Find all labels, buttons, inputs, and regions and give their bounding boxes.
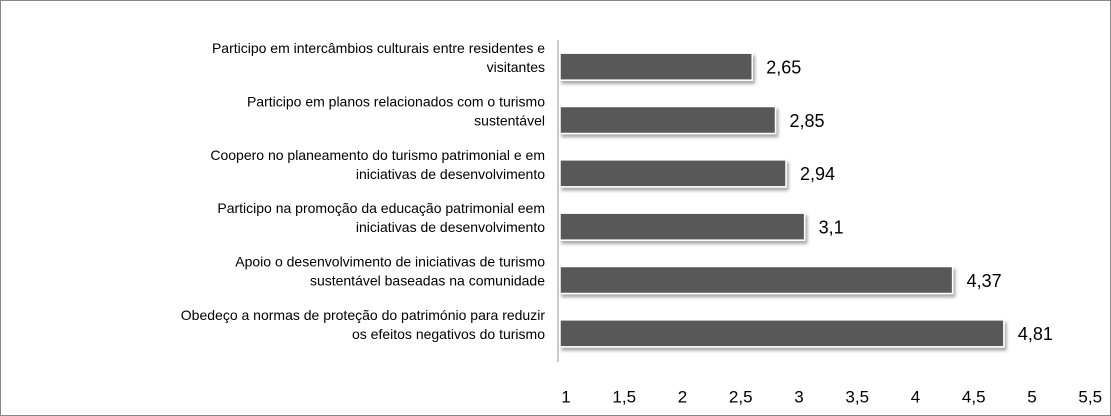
bar xyxy=(559,52,753,81)
value-label: 2,85 xyxy=(790,111,825,131)
x-tick-label: 1,5 xyxy=(612,387,636,406)
x-tick-label: 5 xyxy=(1027,387,1036,406)
category-label: Obedeço a normas de proteção do patrimón… xyxy=(181,307,546,342)
category-line: visitantes xyxy=(487,59,545,75)
x-tick-label: 2 xyxy=(678,387,687,406)
category-line: Apoio o desenvolvimento de iniciativas d… xyxy=(235,253,545,269)
category-label: Coopero no planeamento do turismo patrim… xyxy=(210,147,545,182)
category-label: Participo na promoção da educação patrim… xyxy=(217,200,545,235)
bar xyxy=(559,105,777,135)
value-label: 4,81 xyxy=(1018,324,1053,344)
bar xyxy=(559,159,787,188)
x-tick-label: 3 xyxy=(794,387,803,406)
x-tick-label: 2,5 xyxy=(729,387,753,406)
x-tick-label: 1 xyxy=(561,387,570,406)
value-label: 2,94 xyxy=(800,164,835,184)
category-label: Apoio o desenvolvimento de iniciativas d… xyxy=(235,253,545,288)
category-line: sustentável baseadas na comunidade xyxy=(310,272,545,288)
category-line: iniciativas de desenvolvimento xyxy=(356,219,545,235)
category-line: sustentável xyxy=(474,112,545,128)
x-tick-label: 4 xyxy=(911,387,920,406)
value-label: 2,65 xyxy=(766,57,801,77)
category-line: Participo em planos relacionados com o t… xyxy=(247,93,545,109)
category-label: Participo em planos relacionados com o t… xyxy=(247,93,545,128)
x-tick-label: 5,5 xyxy=(1078,387,1102,406)
category-line: Participo em intercâmbios culturais entr… xyxy=(212,40,545,56)
category-line: Obedeço a normas de proteção do patrimón… xyxy=(181,307,546,323)
category-line: Coopero no planeamento do turismo patrim… xyxy=(210,147,545,163)
bar xyxy=(559,265,954,295)
category-line: os efeitos negativos do turismo xyxy=(352,326,545,342)
value-label: 3,1 xyxy=(819,217,844,237)
value-label: 4,37 xyxy=(967,271,1002,291)
x-tick-label: 3,5 xyxy=(845,387,869,406)
category-line: Participo na promoção da educação patrim… xyxy=(217,200,545,216)
bar xyxy=(559,212,806,241)
x-tick-label: 4,5 xyxy=(962,387,986,406)
category-line: iniciativas de desenvolvimento xyxy=(356,166,545,182)
category-label: Participo em intercâmbios culturais entr… xyxy=(212,40,545,75)
bar xyxy=(559,319,1005,348)
